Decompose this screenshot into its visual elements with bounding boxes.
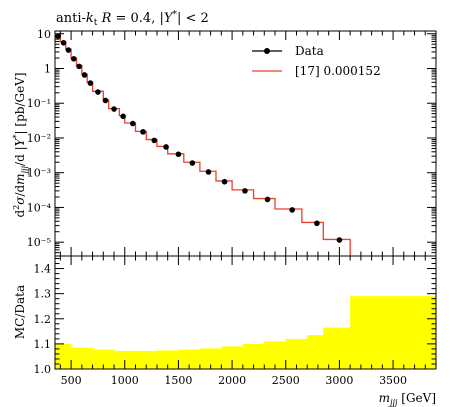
xtick-label: 2000 (218, 374, 246, 387)
chart-title: anti-kt R = 0.4, |Y*| < 2 (56, 10, 209, 28)
main-ytick-label: 10⁻¹ (27, 97, 51, 110)
ratio-band-bin (323, 327, 351, 369)
data-point (189, 160, 196, 166)
ratio-plot-frame (54, 255, 437, 370)
data-point (65, 47, 72, 53)
ratio-band-bin (264, 341, 287, 369)
ratio-band-bin (242, 343, 265, 369)
main-ytick-label: 10 (37, 28, 51, 41)
legend-label-data: Data (295, 44, 324, 58)
main-ytick-label: 10⁻² (27, 132, 51, 145)
data-point (289, 207, 295, 213)
data-point (55, 33, 62, 40)
data-point (221, 178, 228, 185)
ratio-ytick-label: 1.0 (34, 363, 52, 376)
xtick-label: 1000 (111, 374, 139, 387)
data-point (76, 63, 82, 70)
ratio-band-bin (55, 343, 72, 369)
ratio-ytick-label: 1.4 (34, 263, 52, 276)
data-point (140, 129, 146, 135)
ratio-band-bin (350, 296, 437, 369)
ratio-band-bin (199, 348, 222, 369)
main-ytick-label: 10⁻⁴ (27, 201, 52, 214)
ratio-band-bin (285, 338, 308, 369)
legend: Data [17] 0.000152 (252, 44, 381, 78)
legend-entry-prediction: [17] 0.000152 (252, 64, 381, 78)
data-point (120, 113, 126, 120)
ratio-band-bin (114, 350, 136, 369)
ratio-band-bin (307, 335, 324, 369)
ratio-band-bin (178, 349, 201, 369)
legend-entry-data: Data (252, 44, 324, 58)
data-point (314, 220, 320, 227)
xtick-label: 3000 (325, 374, 353, 387)
data-point (175, 151, 182, 158)
main-axis-ticks: 10⁻⁵ 10⁻⁴ 10⁻³ 10⁻² 10⁻¹ 1 10 (27, 28, 436, 257)
ratio-axis-ticks: 500 1000 1500 2000 2500 3000 3500 1.0 1.1 1.2 1.3 1… (34, 256, 436, 387)
ratio-ylabel: MC/Data (13, 285, 27, 339)
data-point (102, 97, 109, 104)
ratio-band (55, 296, 437, 369)
data-point (111, 106, 117, 112)
ratio-ytick-label: 1.1 (34, 338, 52, 351)
data-point (336, 237, 343, 243)
data-point (130, 120, 136, 127)
xtick-label: 1500 (164, 374, 192, 387)
ratio-ytick-label: 1.2 (34, 313, 52, 326)
data-points (55, 33, 343, 243)
data-point (163, 144, 169, 150)
main-ylabel: d2σ/dmjjj/d |Y*| [pb/GeV] (12, 72, 29, 217)
x-axis-label: mjjj [GeV] (379, 391, 436, 407)
ratio-band-bin (71, 347, 94, 369)
data-point (264, 196, 271, 203)
legend-label-prediction: [17] 0.000152 (295, 64, 381, 78)
xtick-label: 2500 (272, 374, 300, 387)
data-point (60, 39, 67, 46)
ratio-band-bin (92, 349, 115, 369)
data-point (70, 56, 77, 62)
main-ytick-label: 10⁻³ (27, 167, 51, 180)
ratio-band-bin (135, 350, 158, 369)
xtick-label: 3500 (379, 374, 407, 387)
data-point (151, 137, 158, 144)
data-point (205, 169, 212, 175)
data-point (87, 80, 94, 86)
data-point (242, 188, 248, 194)
ratio-band-bin (221, 346, 244, 369)
main-ytick-label: 1 (44, 62, 51, 75)
ratio-band-bin (156, 350, 179, 369)
legend-data-marker (264, 48, 270, 54)
xtick-label: 500 (61, 374, 82, 387)
main-ytick-label: 10⁻⁵ (27, 236, 51, 249)
data-point (95, 89, 101, 95)
data-point (81, 72, 88, 78)
ratio-ytick-label: 1.3 (34, 288, 52, 301)
